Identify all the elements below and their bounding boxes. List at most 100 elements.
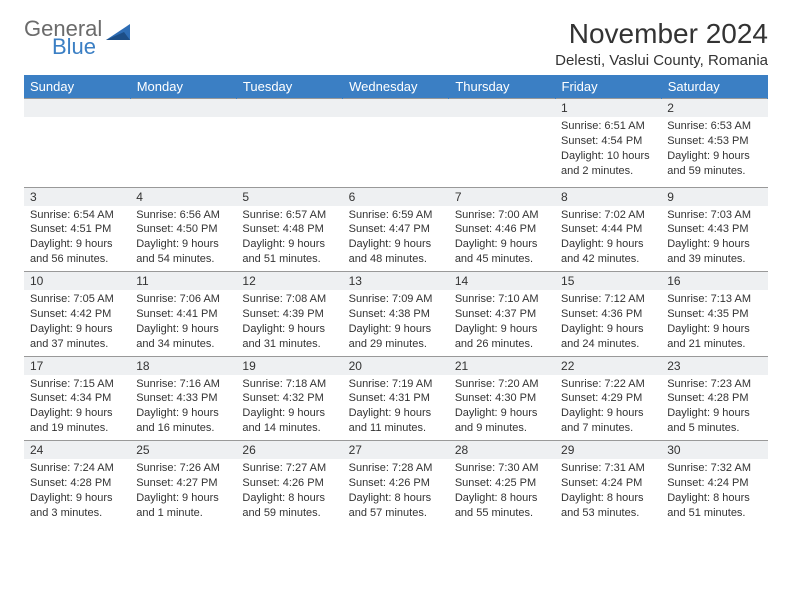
day-cell-body: Sunrise: 7:09 AMSunset: 4:38 PMDaylight:… (343, 290, 449, 356)
dayhdr-thu: Thursday (449, 75, 555, 99)
day-number: 18 (130, 357, 236, 375)
day-cell-body (343, 117, 449, 187)
daylight-text: Daylight: 9 hours and 29 minutes. (349, 322, 443, 352)
day-cell-num: 6 (343, 187, 449, 206)
sunrise-text: Sunrise: 7:28 AM (349, 461, 443, 476)
day-number (24, 99, 130, 117)
sunrise-text: Sunrise: 7:22 AM (561, 377, 655, 392)
day-number: 21 (449, 357, 555, 375)
day-cell-num: 25 (130, 441, 236, 460)
day-cell-body (449, 117, 555, 187)
day-details: Sunrise: 7:09 AMSunset: 4:38 PMDaylight:… (343, 290, 449, 355)
daylight-text: Daylight: 9 hours and 45 minutes. (455, 237, 549, 267)
day-cell-body: Sunrise: 7:19 AMSunset: 4:31 PMDaylight:… (343, 375, 449, 441)
day-number (343, 99, 449, 117)
sunrise-text: Sunrise: 7:15 AM (30, 377, 124, 392)
day-details: Sunrise: 7:24 AMSunset: 4:28 PMDaylight:… (24, 459, 130, 524)
daylight-text: Daylight: 9 hours and 9 minutes. (455, 406, 549, 436)
daylight-text: Daylight: 8 hours and 53 minutes. (561, 491, 655, 521)
sunset-text: Sunset: 4:31 PM (349, 391, 443, 406)
day-number: 13 (343, 272, 449, 290)
day-number: 14 (449, 272, 555, 290)
sunset-text: Sunset: 4:25 PM (455, 476, 549, 491)
day-number: 29 (555, 441, 661, 459)
day-cell-num: 13 (343, 272, 449, 291)
daylight-text: Daylight: 9 hours and 39 minutes. (667, 237, 761, 267)
day-details: Sunrise: 6:59 AMSunset: 4:47 PMDaylight:… (343, 206, 449, 271)
day-header-row: Sunday Monday Tuesday Wednesday Thursday… (24, 75, 768, 99)
day-cell-num: 8 (555, 187, 661, 206)
day-cell-num: 7 (449, 187, 555, 206)
week-daynum-row: 10111213141516 (24, 272, 768, 291)
sunset-text: Sunset: 4:42 PM (30, 307, 124, 322)
day-number: 19 (236, 357, 342, 375)
daylight-text: Daylight: 9 hours and 48 minutes. (349, 237, 443, 267)
sunset-text: Sunset: 4:33 PM (136, 391, 230, 406)
day-cell-body: Sunrise: 6:51 AMSunset: 4:54 PMDaylight:… (555, 117, 661, 187)
day-cell-num: 22 (555, 356, 661, 375)
day-number (236, 99, 342, 117)
daylight-text: Daylight: 8 hours and 51 minutes. (667, 491, 761, 521)
day-cell-body: Sunrise: 7:15 AMSunset: 4:34 PMDaylight:… (24, 375, 130, 441)
sunset-text: Sunset: 4:27 PM (136, 476, 230, 491)
day-number: 12 (236, 272, 342, 290)
day-cell-num: 27 (343, 441, 449, 460)
sunset-text: Sunset: 4:35 PM (667, 307, 761, 322)
sunrise-text: Sunrise: 7:32 AM (667, 461, 761, 476)
day-number: 25 (130, 441, 236, 459)
day-cell-body: Sunrise: 7:16 AMSunset: 4:33 PMDaylight:… (130, 375, 236, 441)
day-details: Sunrise: 7:22 AMSunset: 4:29 PMDaylight:… (555, 375, 661, 440)
sunset-text: Sunset: 4:39 PM (242, 307, 336, 322)
day-details: Sunrise: 7:12 AMSunset: 4:36 PMDaylight:… (555, 290, 661, 355)
dayhdr-mon: Monday (130, 75, 236, 99)
day-number: 26 (236, 441, 342, 459)
daylight-text: Daylight: 10 hours and 2 minutes. (561, 149, 655, 179)
day-cell-num: 28 (449, 441, 555, 460)
dayhdr-sat: Saturday (661, 75, 767, 99)
day-details: Sunrise: 7:00 AMSunset: 4:46 PMDaylight:… (449, 206, 555, 271)
page-header: General Blue November 2024 Delesti, Vasl… (24, 18, 768, 69)
daylight-text: Daylight: 9 hours and 59 minutes. (667, 149, 761, 179)
sunset-text: Sunset: 4:54 PM (561, 134, 655, 149)
day-details: Sunrise: 7:31 AMSunset: 4:24 PMDaylight:… (555, 459, 661, 524)
sunset-text: Sunset: 4:29 PM (561, 391, 655, 406)
day-details: Sunrise: 7:16 AMSunset: 4:33 PMDaylight:… (130, 375, 236, 440)
sunset-text: Sunset: 4:37 PM (455, 307, 549, 322)
sunrise-text: Sunrise: 7:10 AM (455, 292, 549, 307)
day-cell-body: Sunrise: 7:18 AMSunset: 4:32 PMDaylight:… (236, 375, 342, 441)
week-body-row: Sunrise: 6:51 AMSunset: 4:54 PMDaylight:… (24, 117, 768, 187)
sunrise-text: Sunrise: 6:51 AM (561, 119, 655, 134)
day-cell-body: Sunrise: 7:31 AMSunset: 4:24 PMDaylight:… (555, 459, 661, 525)
day-cell-body: Sunrise: 7:10 AMSunset: 4:37 PMDaylight:… (449, 290, 555, 356)
sunset-text: Sunset: 4:50 PM (136, 222, 230, 237)
logo-triangle-icon (106, 22, 132, 42)
day-cell-body: Sunrise: 7:30 AMSunset: 4:25 PMDaylight:… (449, 459, 555, 525)
week-body-row: Sunrise: 7:05 AMSunset: 4:42 PMDaylight:… (24, 290, 768, 356)
day-details: Sunrise: 7:08 AMSunset: 4:39 PMDaylight:… (236, 290, 342, 355)
day-details: Sunrise: 7:02 AMSunset: 4:44 PMDaylight:… (555, 206, 661, 271)
sunrise-text: Sunrise: 7:16 AM (136, 377, 230, 392)
day-number: 24 (24, 441, 130, 459)
week-body-row: Sunrise: 6:54 AMSunset: 4:51 PMDaylight:… (24, 206, 768, 272)
day-cell-num: 14 (449, 272, 555, 291)
sunset-text: Sunset: 4:24 PM (667, 476, 761, 491)
logo-word-blue: Blue (52, 36, 102, 58)
day-cell-num: 12 (236, 272, 342, 291)
sunrise-text: Sunrise: 7:09 AM (349, 292, 443, 307)
sunset-text: Sunset: 4:28 PM (30, 476, 124, 491)
day-cell-body: Sunrise: 6:57 AMSunset: 4:48 PMDaylight:… (236, 206, 342, 272)
day-number: 22 (555, 357, 661, 375)
day-details: Sunrise: 7:06 AMSunset: 4:41 PMDaylight:… (130, 290, 236, 355)
day-cell-num: 4 (130, 187, 236, 206)
daylight-text: Daylight: 9 hours and 14 minutes. (242, 406, 336, 436)
week-body-row: Sunrise: 7:15 AMSunset: 4:34 PMDaylight:… (24, 375, 768, 441)
day-cell-num (236, 99, 342, 118)
day-cell-body: Sunrise: 7:12 AMSunset: 4:36 PMDaylight:… (555, 290, 661, 356)
day-cell-body: Sunrise: 7:08 AMSunset: 4:39 PMDaylight:… (236, 290, 342, 356)
day-number: 5 (236, 188, 342, 206)
day-cell-num: 24 (24, 441, 130, 460)
sunrise-text: Sunrise: 7:24 AM (30, 461, 124, 476)
day-cell-body: Sunrise: 7:05 AMSunset: 4:42 PMDaylight:… (24, 290, 130, 356)
sunrise-text: Sunrise: 7:23 AM (667, 377, 761, 392)
dayhdr-tue: Tuesday (236, 75, 342, 99)
